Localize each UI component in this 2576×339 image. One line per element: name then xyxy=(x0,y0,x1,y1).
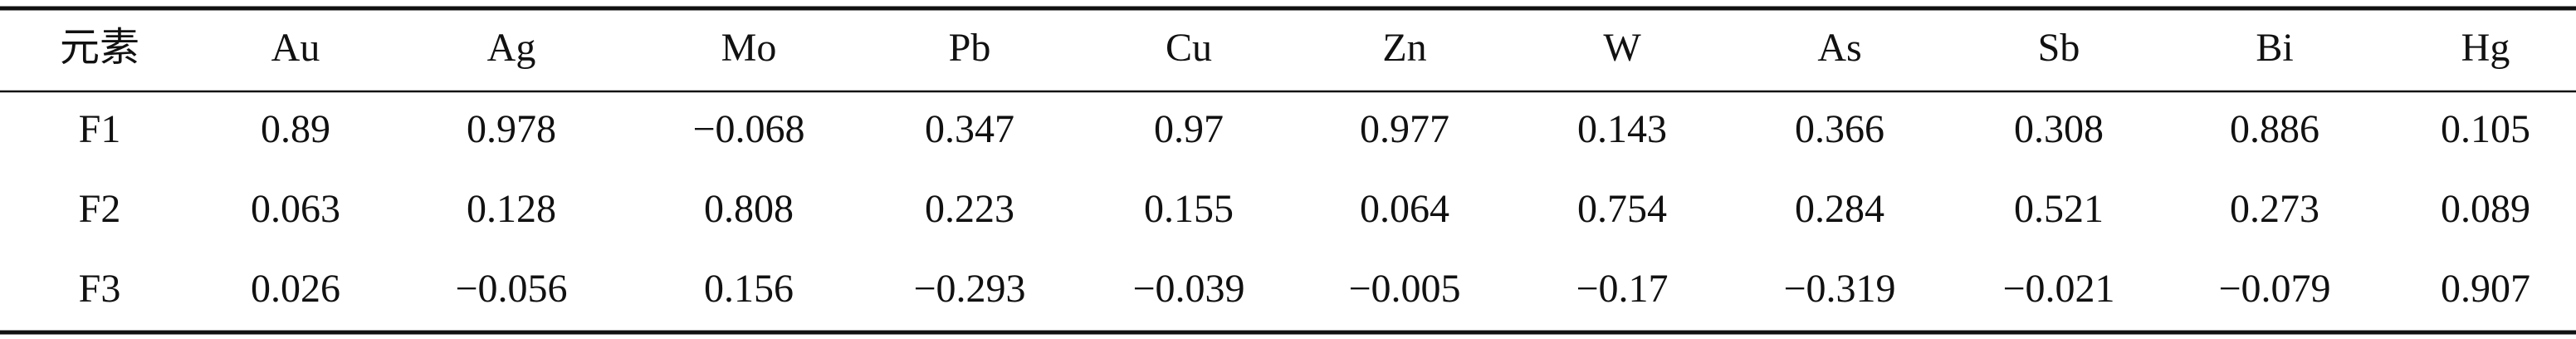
cell: 0.284 xyxy=(1795,187,1884,231)
cell: −0.056 xyxy=(455,267,567,311)
cell: 0.026 xyxy=(251,267,340,311)
cell: 0.223 xyxy=(925,187,1014,231)
cell: 0.273 xyxy=(2230,187,2319,231)
header-cell: As xyxy=(1817,26,1861,70)
cell: 0.156 xyxy=(704,267,794,311)
cell: −0.17 xyxy=(1576,267,1668,311)
cell: 0.521 xyxy=(2014,187,2104,231)
cell: 0.308 xyxy=(2014,107,2104,151)
header-cell: Ag xyxy=(487,26,536,70)
cell: 0.347 xyxy=(925,107,1014,151)
header-cell: 元素 xyxy=(60,26,139,70)
cell: 0.978 xyxy=(467,107,556,151)
row-label: F1 xyxy=(79,107,121,151)
row-label: F3 xyxy=(79,267,121,311)
cell: 0.89 xyxy=(261,107,330,151)
cell: 0.063 xyxy=(251,187,340,231)
header-cell: Sb xyxy=(2038,26,2080,70)
cell: 0.064 xyxy=(1360,187,1449,231)
row-label: F2 xyxy=(79,187,121,231)
header-cell: Au xyxy=(271,26,320,70)
cell: 0.808 xyxy=(704,187,794,231)
cell: 0.128 xyxy=(467,187,556,231)
header-cell: Pb xyxy=(949,26,991,70)
cell: 0.143 xyxy=(1577,107,1667,151)
header-cell: Cu xyxy=(1166,26,1212,70)
cell: 0.886 xyxy=(2230,107,2319,151)
header-cell: W xyxy=(1603,26,1641,70)
header-cell: Hg xyxy=(2461,26,2510,70)
cell: 0.754 xyxy=(1577,187,1667,231)
cell: 0.155 xyxy=(1144,187,1234,231)
cell: 0.97 xyxy=(1154,107,1224,151)
cell: 0.366 xyxy=(1795,107,1884,151)
cell: −0.005 xyxy=(1348,267,1460,311)
cell: −0.068 xyxy=(692,107,804,151)
cell: 0.977 xyxy=(1360,107,1449,151)
cell: 0.089 xyxy=(2441,187,2530,231)
header-cell: Zn xyxy=(1382,26,1426,70)
cell: −0.079 xyxy=(2218,267,2330,311)
cell: 0.105 xyxy=(2441,107,2530,151)
cell: −0.039 xyxy=(1132,267,1244,311)
cell: −0.319 xyxy=(1783,267,1895,311)
header-cell: Bi xyxy=(2256,26,2293,70)
cell: −0.021 xyxy=(2002,267,2114,311)
cell: −0.293 xyxy=(913,267,1025,311)
header-cell: Mo xyxy=(721,26,777,70)
cell: 0.907 xyxy=(2441,267,2530,311)
